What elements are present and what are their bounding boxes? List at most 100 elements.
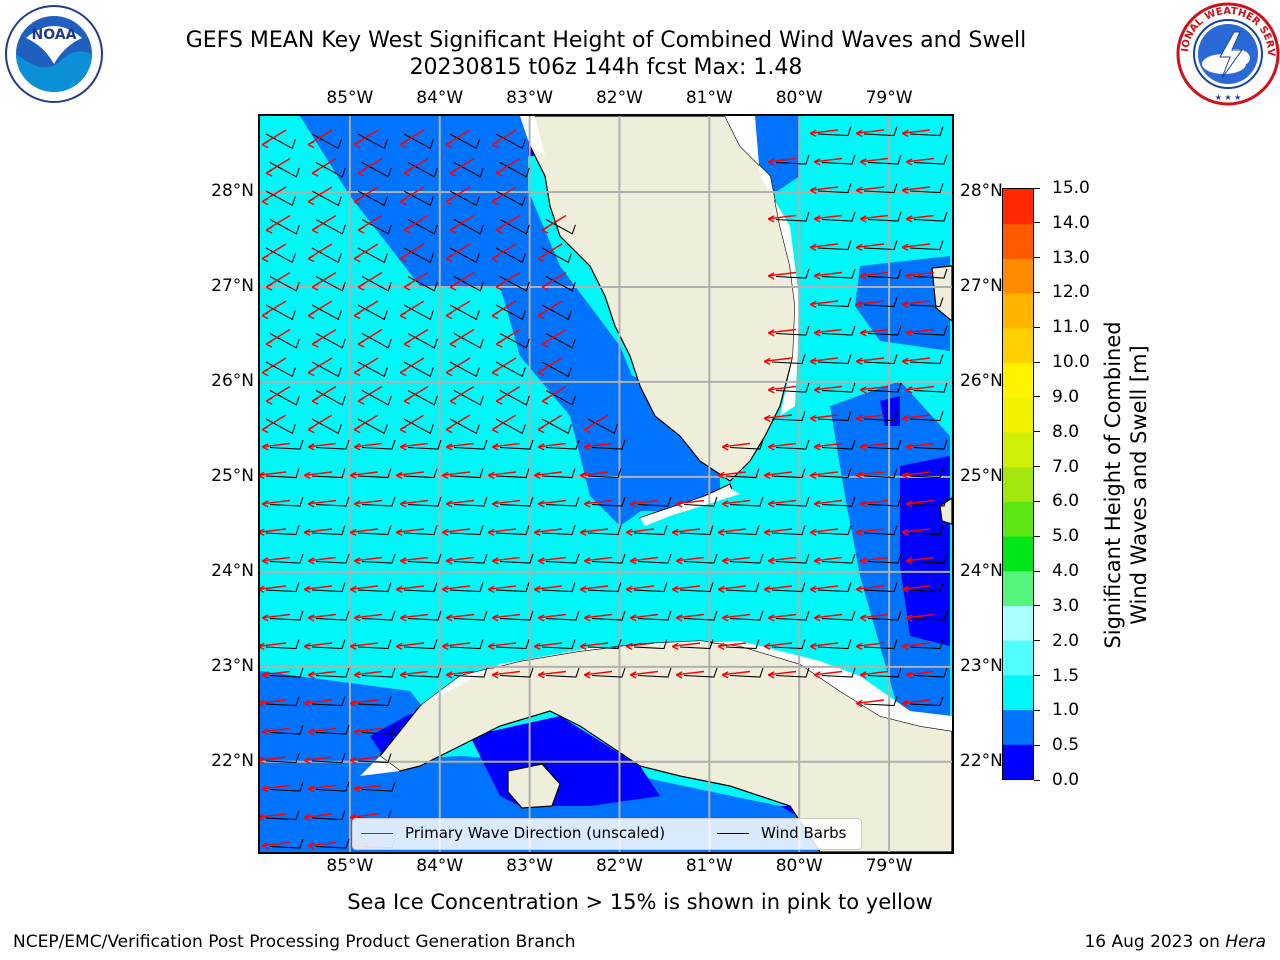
colorbar-tick xyxy=(1034,709,1040,711)
colorbar-label: 4.0 xyxy=(1052,561,1080,582)
wave-arrow xyxy=(491,556,521,565)
lon-label-top: 80°W xyxy=(775,88,823,108)
wind-barb xyxy=(315,667,350,678)
wind-barb xyxy=(449,582,484,593)
wave-arrow xyxy=(307,243,333,263)
wave-arrow xyxy=(905,442,935,451)
wave-arrow xyxy=(303,471,333,479)
wave-arrow xyxy=(260,699,287,707)
wind-barb xyxy=(265,639,300,650)
wind-barb xyxy=(269,724,304,735)
wind-barb xyxy=(499,667,534,678)
wind-barb xyxy=(909,582,944,593)
wind-barb xyxy=(315,219,346,235)
wind-barb xyxy=(453,390,484,406)
wind-barb xyxy=(541,361,572,378)
wave-arrow xyxy=(675,613,705,622)
wave-arrow xyxy=(901,471,931,479)
wave-arrow xyxy=(445,357,471,377)
wave-arrow xyxy=(537,442,567,451)
wave-arrow xyxy=(671,528,701,536)
wave-arrow xyxy=(495,328,521,348)
wind-barb xyxy=(729,439,764,450)
wave-arrow xyxy=(537,300,563,320)
noaa-logo-text: NOAA xyxy=(32,27,77,43)
wave-arrow xyxy=(399,129,425,149)
colorbar-segment xyxy=(1003,293,1033,329)
wave-arrow xyxy=(855,243,885,251)
wave-arrow xyxy=(901,186,931,194)
wave-arrow xyxy=(901,243,931,251)
wind-barb xyxy=(725,582,760,593)
wave-arrow xyxy=(353,784,383,793)
wind-barb xyxy=(541,525,576,536)
wind-barb xyxy=(449,190,480,207)
wave-arrow xyxy=(809,528,839,536)
wave-arrow xyxy=(349,642,379,650)
wave-arrow xyxy=(307,357,333,377)
wave-arrow xyxy=(537,556,567,565)
wave-arrow xyxy=(260,471,287,479)
wind-barb xyxy=(449,247,480,264)
colorbar-segment xyxy=(1003,570,1033,606)
lon-label-bottom: 83°W xyxy=(506,856,554,876)
wave-arrow xyxy=(261,186,287,206)
wind-barb xyxy=(863,297,898,308)
wind-barb xyxy=(821,496,856,507)
wave-arrow xyxy=(579,585,609,593)
wave-arrow xyxy=(537,357,563,377)
wave-arrow xyxy=(579,471,609,479)
wind-barb xyxy=(315,276,346,292)
wave-arrow xyxy=(495,385,521,405)
wave-arrow xyxy=(265,328,291,348)
wave-arrow xyxy=(353,727,383,736)
wind-barb xyxy=(449,133,480,150)
wave-arrow xyxy=(629,670,659,679)
wave-arrow xyxy=(491,613,521,622)
wave-arrow xyxy=(261,300,287,320)
lon-label-top: 81°W xyxy=(685,88,733,108)
wind-barb xyxy=(265,247,296,264)
wind-barb xyxy=(913,439,948,450)
wind-barb xyxy=(361,439,396,450)
wave-arrow xyxy=(487,528,517,536)
wave-arrow xyxy=(353,499,383,508)
wind-barb xyxy=(913,553,948,564)
wind-barb xyxy=(453,333,484,349)
colorbar-tick xyxy=(1034,257,1040,259)
wave-arrow xyxy=(809,471,839,479)
wave-arrow xyxy=(767,385,797,394)
colorbar-tick xyxy=(1034,744,1040,746)
lon-label-bottom: 81°W xyxy=(685,856,733,876)
lon-label-top: 83°W xyxy=(506,88,554,108)
wind-barb xyxy=(361,667,396,678)
noaa-logo: NOAA xyxy=(5,5,103,103)
wave-arrow xyxy=(261,243,287,263)
wind-barb xyxy=(315,781,350,792)
wave-arrow xyxy=(859,271,889,280)
colorbar-tick xyxy=(1034,396,1040,398)
wind-barb xyxy=(361,553,396,564)
colorbar-label: 11.0 xyxy=(1052,317,1090,338)
wave-arrow xyxy=(905,499,935,508)
wind-barb xyxy=(545,219,576,235)
wind-barb xyxy=(913,211,948,222)
wind-barb xyxy=(771,525,806,536)
wind-barb xyxy=(407,162,438,178)
wave-arrow xyxy=(629,499,659,508)
wind-barb xyxy=(545,333,576,349)
wave-arrow xyxy=(303,756,333,764)
wave-arrow xyxy=(307,129,333,149)
wave-arrow xyxy=(303,585,333,593)
wind-barb xyxy=(361,219,392,235)
wave-arrow xyxy=(403,385,429,405)
wave-direction-arrows xyxy=(260,129,935,850)
wave-arrow xyxy=(583,499,613,508)
colorbar-segment xyxy=(1003,744,1033,779)
wind-barb xyxy=(775,211,810,222)
wind-barb xyxy=(265,525,300,536)
wind-barb xyxy=(357,639,392,650)
wind-barb xyxy=(403,639,438,650)
wave-arrow xyxy=(441,585,471,593)
nws-logo: NATIONAL WEATHER SERVICE ★ ★ ★ xyxy=(1176,2,1280,106)
